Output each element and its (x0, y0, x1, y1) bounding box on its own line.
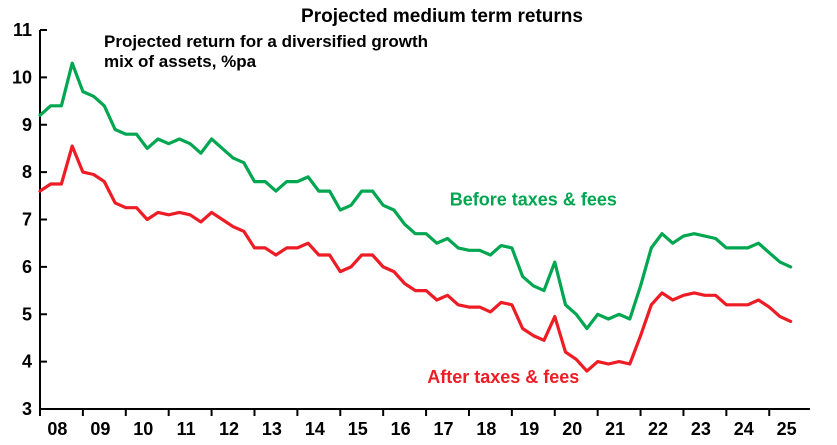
x-tick-label: 17 (434, 419, 454, 439)
x-tick-label: 14 (305, 419, 325, 439)
series-line-before-taxes (38, 61, 793, 331)
x-tick-label: 20 (562, 419, 582, 439)
x-tick-label: 22 (648, 419, 668, 439)
x-tick-label: 15 (348, 419, 368, 439)
y-tick-label: 7 (22, 210, 32, 230)
chart-subtitle-line-1: Projected return for a diversified growt… (104, 32, 428, 51)
x-tick-label: 13 (262, 419, 282, 439)
annotation-layer: Before taxes & fees After taxes & fees (427, 189, 617, 387)
y-tick-label: 5 (22, 304, 32, 324)
y-tick-label: 11 (13, 20, 32, 40)
x-tick-label: 18 (476, 419, 496, 439)
x-axis-ticks: 08 09 10 11 12 13 14 15 16 17 18 19 20 21 22 23 24 25 (39, 409, 797, 439)
x-tick-label: 09 (90, 419, 110, 439)
x-tick-label: 08 (47, 419, 67, 439)
series-label-after-taxes: After taxes & fees (427, 367, 579, 387)
series-label-before-taxes: Before taxes & fees (450, 189, 617, 209)
x-tick-label: 21 (605, 419, 625, 439)
x-tick-label: 19 (519, 419, 539, 439)
series-layer (38, 61, 793, 373)
y-tick-label: 8 (22, 162, 32, 182)
x-tick-label: 24 (734, 419, 754, 439)
x-tick-label: 23 (691, 419, 711, 439)
x-tick-label: 12 (219, 419, 239, 439)
y-tick-label: 4 (22, 352, 32, 372)
y-axis-ticks: 3 4 5 6 7 8 9 10 11 (12, 20, 47, 419)
y-tick-label: 9 (22, 115, 32, 135)
series-line-after-taxes (38, 144, 793, 373)
y-tick-label: 10 (12, 67, 32, 87)
x-tick-label: 16 (391, 419, 411, 439)
chart-subtitle-line-2: mix of assets, %pa (104, 52, 257, 71)
chart-title: Projected medium term returns (301, 6, 583, 27)
y-tick-label: 3 (22, 399, 32, 419)
x-tick-label: 11 (177, 419, 196, 439)
x-tick-label: 25 (777, 419, 797, 439)
x-tick-label: 10 (133, 419, 153, 439)
y-tick-label: 6 (22, 257, 32, 277)
